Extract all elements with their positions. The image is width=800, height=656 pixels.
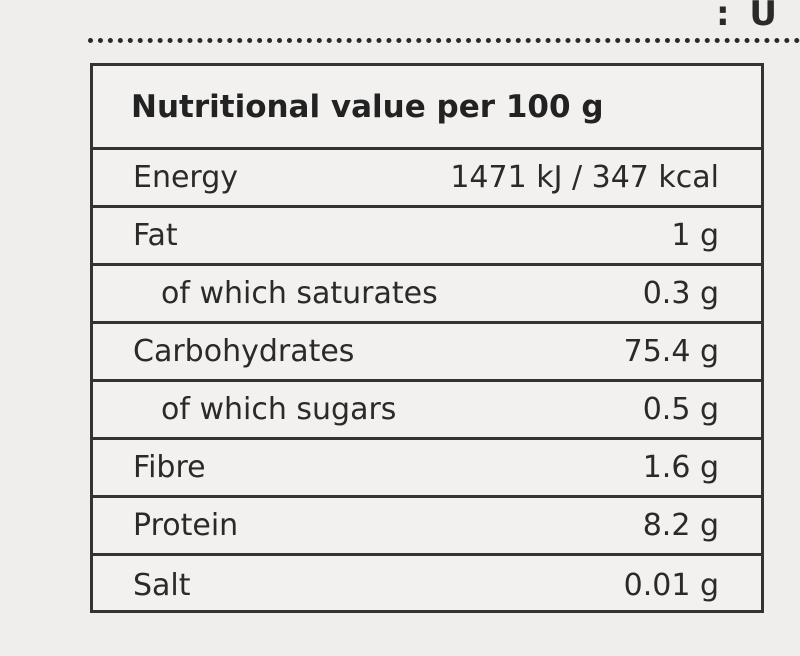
nutrient-value: 75.4 g (623, 334, 719, 369)
nutrient-name: Energy (133, 160, 239, 195)
nutrient-value: 0.5 g (642, 392, 719, 427)
nutrition-row-carbohydrates: Carbohydrates 75.4 g (93, 324, 761, 382)
nutrition-row-saturates: of which saturates 0.3 g (93, 266, 761, 324)
nutrient-value: 1.6 g (642, 450, 719, 485)
nutrient-value: 0.01 g (623, 567, 719, 603)
nutrition-row-salt: Salt 0.01 g (93, 556, 761, 614)
top-partial-label: : U (716, 0, 782, 34)
nutrient-name: Protein (133, 508, 239, 543)
table-header: Nutritional value per 100 g (93, 66, 761, 150)
nutrient-name: Salt (133, 567, 191, 603)
nutrition-row-energy: Energy 1471 kJ / 347 kcal (93, 150, 761, 208)
nutrient-value: 8.2 g (642, 508, 719, 543)
nutrition-row-protein: Protein 8.2 g (93, 498, 761, 556)
nutrient-name: Fat (133, 218, 178, 253)
nutrient-name: Carbohydrates (133, 334, 355, 369)
nutrition-row-fat: Fat 1 g (93, 208, 761, 266)
nutrient-name: of which sugars (161, 392, 397, 427)
nutrient-value: 1471 kJ / 347 kcal (450, 160, 719, 195)
nutrition-row-fibre: Fibre 1.6 g (93, 440, 761, 498)
nutrition-table: Nutritional value per 100 g Energy 1471 … (90, 63, 764, 613)
nutrition-row-sugars: of which sugars 0.5 g (93, 382, 761, 440)
nutrient-value: 0.3 g (642, 276, 719, 311)
nutrient-name: of which saturates (161, 276, 438, 311)
nutrient-name: Fibre (133, 450, 206, 485)
nutrient-value: 1 g (671, 218, 719, 253)
dotted-separator (88, 38, 800, 43)
